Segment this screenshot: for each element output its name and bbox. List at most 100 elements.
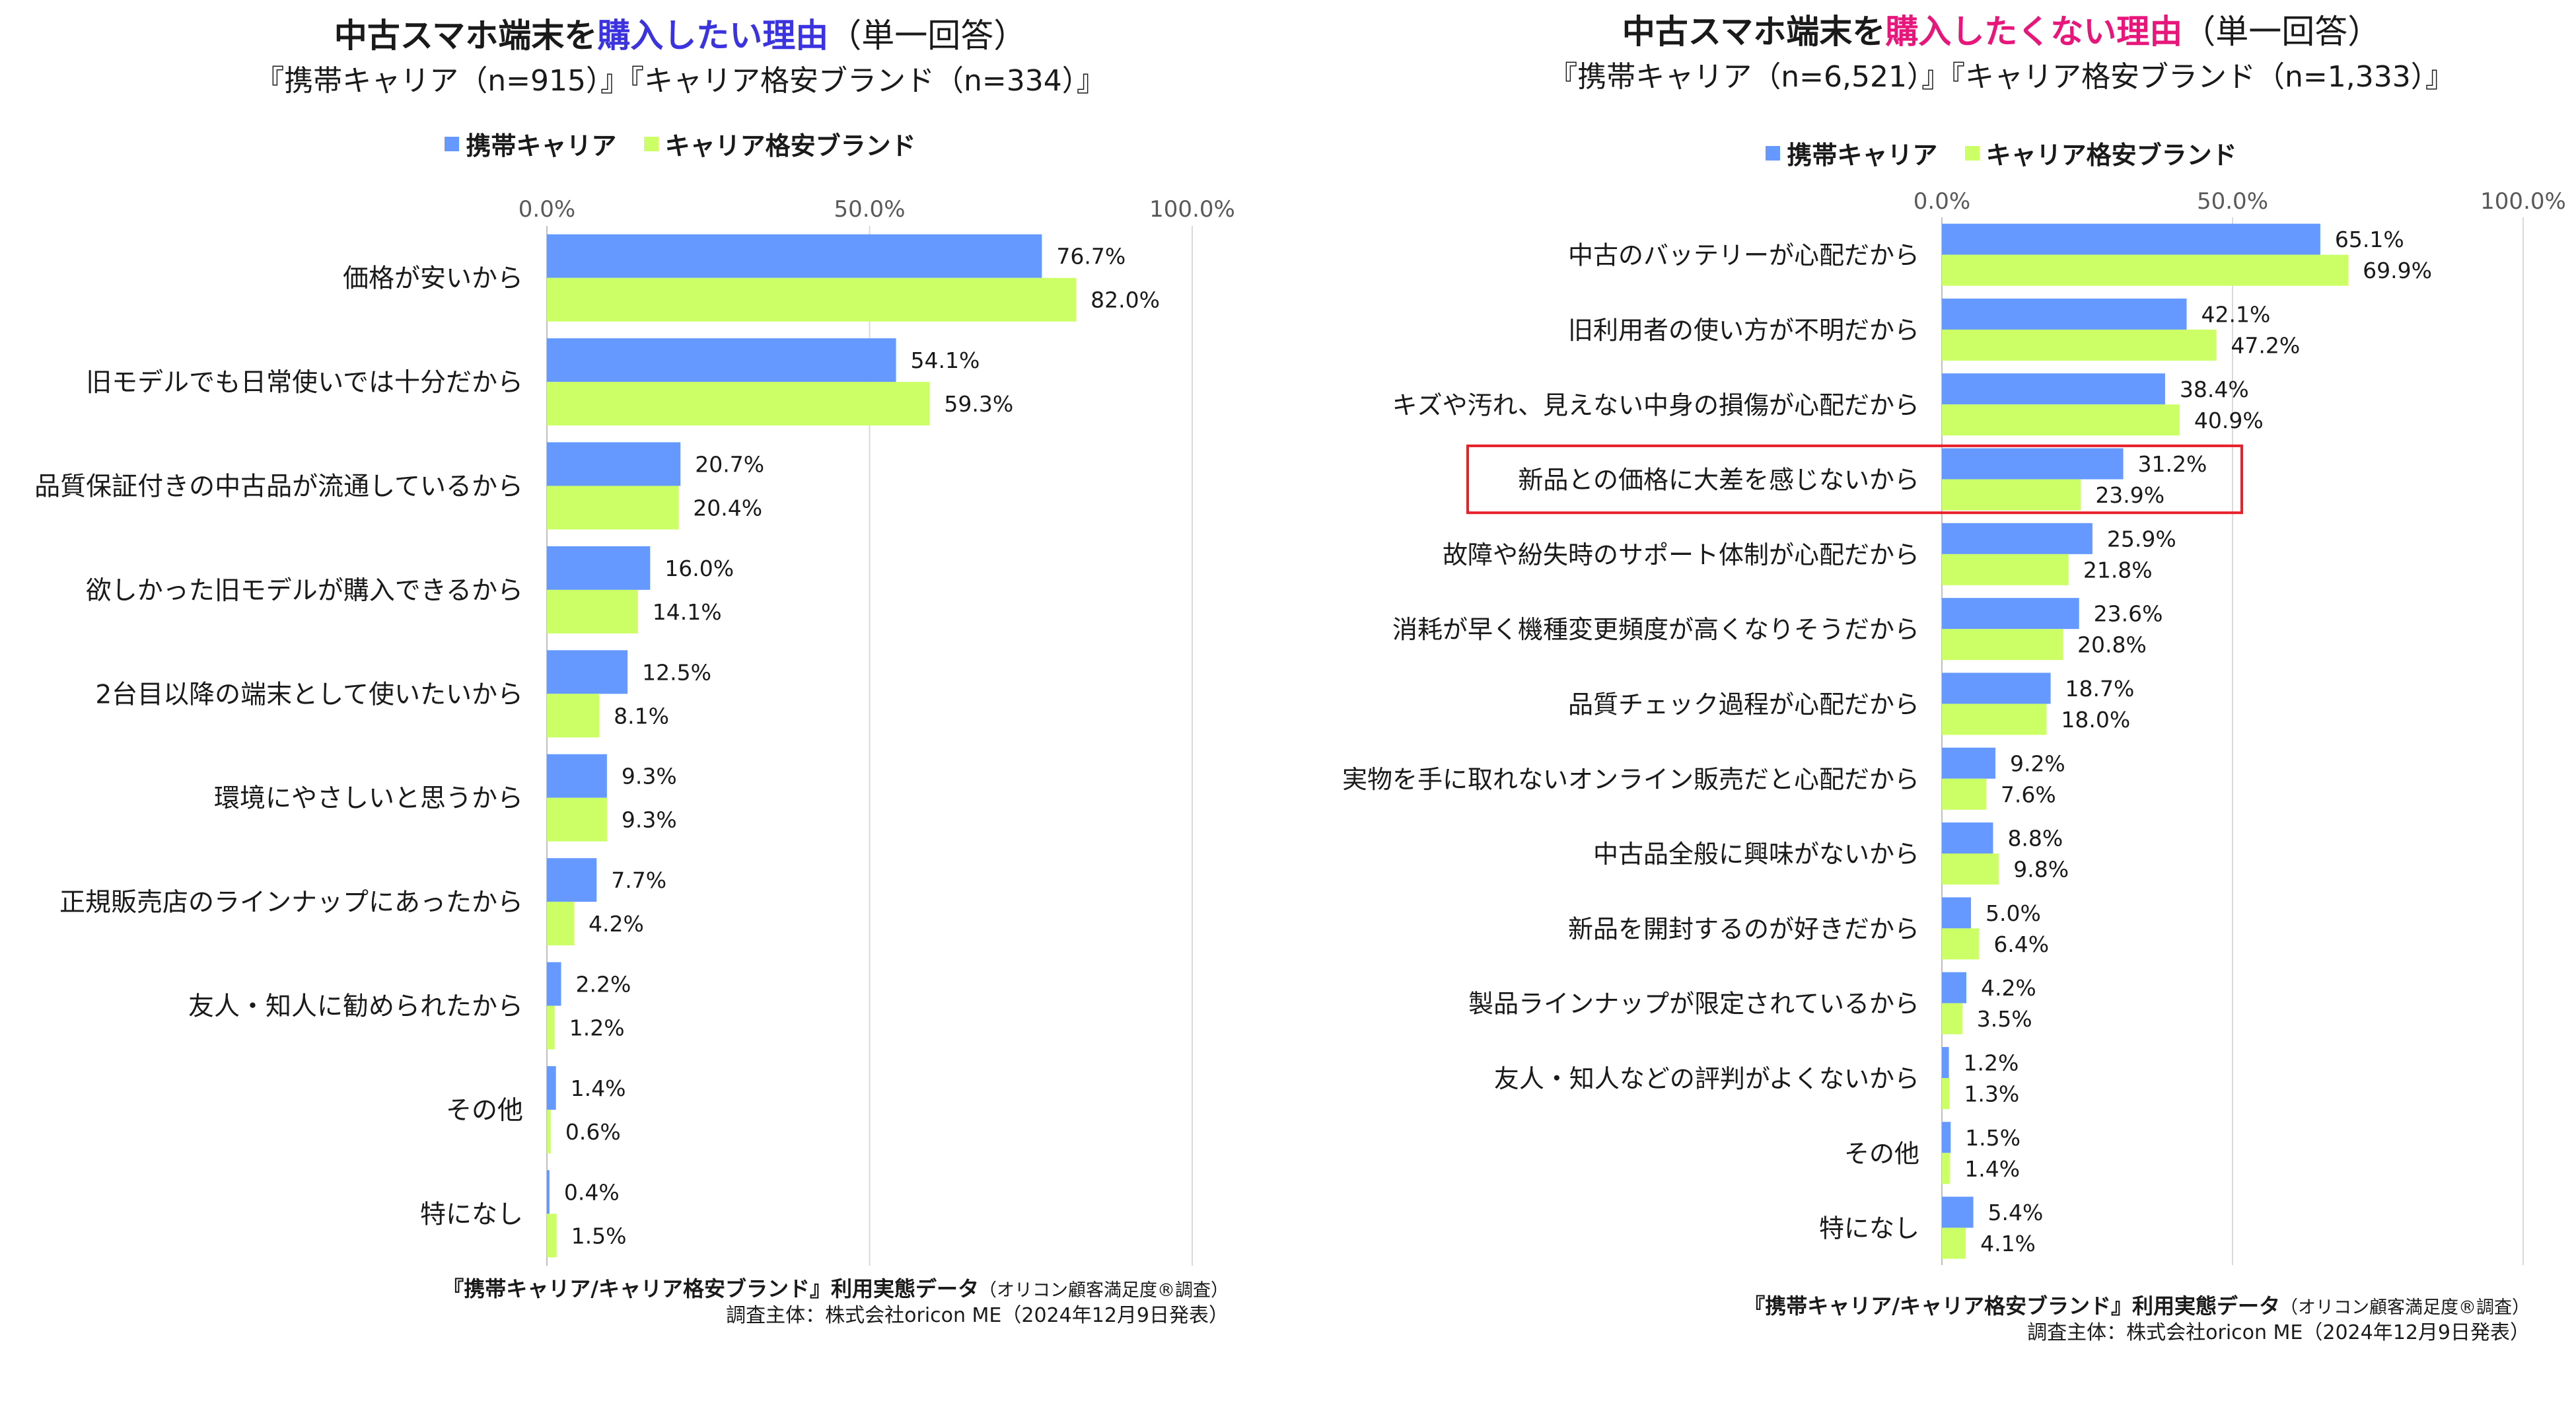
value-label-budget: 82.0% bbox=[1091, 287, 1160, 313]
value-label-budget: 9.3% bbox=[622, 807, 677, 833]
value-label-carrier: 31.2% bbox=[2138, 451, 2207, 477]
bar-budget bbox=[1942, 629, 2063, 661]
value-label-carrier: 25.9% bbox=[2107, 526, 2176, 552]
value-label-budget: 1.4% bbox=[1964, 1156, 2020, 1182]
legend-swatch-budget bbox=[1964, 145, 1980, 161]
bar-carrier bbox=[547, 1066, 556, 1110]
right-legend: 携帯キャリア キャリア格安ブランド bbox=[1281, 135, 2576, 171]
bar-carrier bbox=[1942, 822, 1993, 854]
category-label: その他 bbox=[1844, 1139, 1919, 1168]
right-source-note: 『携帯キャリア/キャリア格安ブランド』利用実態データ（オリコン顧客満足度®調査）… bbox=[1539, 1293, 2530, 1346]
bar-budget bbox=[547, 589, 638, 634]
category-label: 友人・知人に勧められたから bbox=[188, 992, 523, 1022]
left-chart-title: 中古スマホ端末を購入したい理由（単一回答） bbox=[0, 9, 1321, 57]
category-label: 新品との価格に大差を感じないから bbox=[1518, 466, 1919, 495]
left-bar-chart: 0.0% 50.0% 100.0% 価格が安いから 76.7% 82.0% 旧モデルでも日常… bbox=[34, 196, 1235, 1266]
category-label: 友人・知人などの評判がよくないから bbox=[1494, 1064, 1919, 1093]
value-label-carrier: 42.1% bbox=[2201, 301, 2270, 327]
bar-budget bbox=[1942, 778, 1986, 810]
category-label: 消耗が早く機種変更頻度が高くなりそうだから bbox=[1392, 615, 1919, 644]
left-source-note: 『携帯キャリア/キャリア格安ブランド』利用実態データ（オリコン顧客満足度®調査）… bbox=[238, 1276, 1229, 1328]
highlight-box bbox=[1466, 444, 2243, 515]
value-label-carrier: 9.2% bbox=[2010, 750, 2065, 776]
value-label-budget: 4.2% bbox=[589, 911, 644, 937]
bar-carrier bbox=[1942, 448, 2124, 480]
value-label-budget: 20.4% bbox=[693, 495, 762, 521]
value-label-budget: 20.8% bbox=[2077, 632, 2147, 658]
value-label-budget: 47.2% bbox=[2231, 332, 2300, 358]
x-tick-label: 100.0% bbox=[2480, 188, 2566, 215]
bar-budget bbox=[1942, 1077, 1950, 1109]
category-label: 製品ラインナップが限定されているから bbox=[1468, 990, 1919, 1019]
category-label: 実物を手に取れないオンライン販売だと心配だから bbox=[1342, 765, 1919, 794]
bar-budget bbox=[547, 382, 930, 426]
legend-swatch-budget bbox=[643, 136, 659, 151]
right-legend-carrier: 携帯キャリア bbox=[1766, 135, 1937, 171]
value-label-budget: 18.0% bbox=[2061, 707, 2130, 733]
value-label-carrier: 38.4% bbox=[2180, 377, 2249, 402]
bar-carrier bbox=[547, 962, 561, 1006]
x-tick-label: 100.0% bbox=[1149, 196, 1235, 223]
left-legend-carrier: 携帯キャリア bbox=[445, 126, 616, 162]
value-label-carrier: 76.7% bbox=[1056, 244, 1126, 270]
right-bar-chart: 0.0% 50.0% 100.0% 中古のバッテリーが心配だから 65.1% 69.9% 旧… bbox=[1342, 188, 2566, 1265]
category-label: 特になし bbox=[420, 1200, 523, 1229]
value-label-budget: 59.3% bbox=[944, 391, 1013, 417]
legend-swatch-carrier bbox=[445, 136, 460, 151]
bar-carrier bbox=[547, 442, 681, 486]
category-label: キズや汚れ、見えない中身の損傷が心配だから bbox=[1392, 390, 1919, 419]
right-source-line2: 調査主体：株式会社oricon ME（2024年12月9日発表） bbox=[2027, 1321, 2530, 1344]
bar-budget bbox=[1942, 404, 2180, 436]
bar-carrier bbox=[547, 234, 1042, 278]
bar-carrier bbox=[547, 1170, 550, 1214]
bar-carrier bbox=[1942, 897, 1971, 929]
left-title-suffix: （単一回答） bbox=[828, 17, 1027, 55]
bar-budget bbox=[1942, 554, 2069, 585]
bar-carrier bbox=[1942, 523, 2093, 554]
value-label-carrier: 5.0% bbox=[1986, 900, 2041, 926]
value-label-carrier: 2.2% bbox=[575, 972, 631, 998]
bar-budget bbox=[547, 1005, 555, 1050]
bar-budget bbox=[547, 486, 679, 530]
value-label-carrier: 1.2% bbox=[1964, 1050, 2019, 1075]
left-legend: 携帯キャリア キャリア格安ブランド bbox=[0, 126, 1321, 162]
bar-carrier bbox=[547, 650, 628, 694]
right-source-line1: 『携帯キャリア/キャリア格安ブランド』利用実態データ bbox=[1744, 1293, 2280, 1319]
value-label-carrier: 23.6% bbox=[2094, 601, 2163, 627]
category-label: 特になし bbox=[1819, 1214, 1919, 1243]
bar-budget bbox=[1942, 853, 1999, 885]
value-label-carrier: 1.5% bbox=[1965, 1125, 2021, 1151]
bar-budget bbox=[1942, 928, 1980, 960]
bar-budget bbox=[547, 1109, 551, 1153]
bar-carrier bbox=[1942, 373, 2165, 405]
value-label-budget: 0.6% bbox=[565, 1119, 621, 1145]
value-label-carrier: 54.1% bbox=[911, 347, 980, 373]
bar-budget bbox=[547, 797, 607, 842]
bar-carrier bbox=[1942, 1196, 1974, 1228]
category-label: 正規販売店のラインナップにあったから bbox=[59, 888, 523, 918]
value-label-carrier: 12.5% bbox=[642, 659, 711, 685]
bar-budget bbox=[547, 277, 1077, 322]
value-label-budget: 8.1% bbox=[614, 703, 669, 729]
right-chart-subtitle: 『携帯キャリア（n=6,521）』『キャリア格安ブランド（n=1,333）』 bbox=[1548, 60, 2454, 94]
bar-carrier bbox=[547, 858, 597, 902]
category-label: 品質チェック過程が心配だから bbox=[1568, 690, 1919, 719]
x-tick-label: 0.0% bbox=[1914, 188, 1970, 215]
value-label-carrier: 9.3% bbox=[622, 764, 677, 789]
left-source-line1-note: （オリコン顧客満足度®調査） bbox=[979, 1280, 1229, 1301]
left-legend-budget: キャリア格安ブランド bbox=[643, 126, 916, 162]
left-chart-panel: 中古スマホ端末を購入したい理由（単一回答） 『携帯キャリア（n=915）』『キャ… bbox=[0, 0, 1281, 1415]
left-chart-subtitle: 『携帯キャリア（n=915）』『キャリア格安ブランド（n=334）』 bbox=[255, 64, 1106, 98]
value-label-budget: 1.3% bbox=[1964, 1081, 2019, 1107]
legend-label-budget: キャリア格安ブランド bbox=[664, 131, 916, 161]
value-label-carrier: 18.7% bbox=[2065, 676, 2135, 702]
category-label: 欲しかった旧モデルが購入できるから bbox=[86, 576, 523, 606]
category-label: 環境にやさしいと思うから bbox=[214, 784, 523, 814]
legend-swatch-carrier bbox=[1766, 145, 1781, 161]
legend-label-budget: キャリア格安ブランド bbox=[1986, 141, 2237, 170]
value-label-carrier: 0.4% bbox=[564, 1179, 620, 1205]
value-label-carrier: 8.8% bbox=[2007, 826, 2063, 852]
value-label-budget: 23.9% bbox=[2095, 482, 2165, 508]
legend-label-carrier: 携帯キャリア bbox=[466, 131, 617, 161]
bar-budget bbox=[1942, 254, 2349, 286]
